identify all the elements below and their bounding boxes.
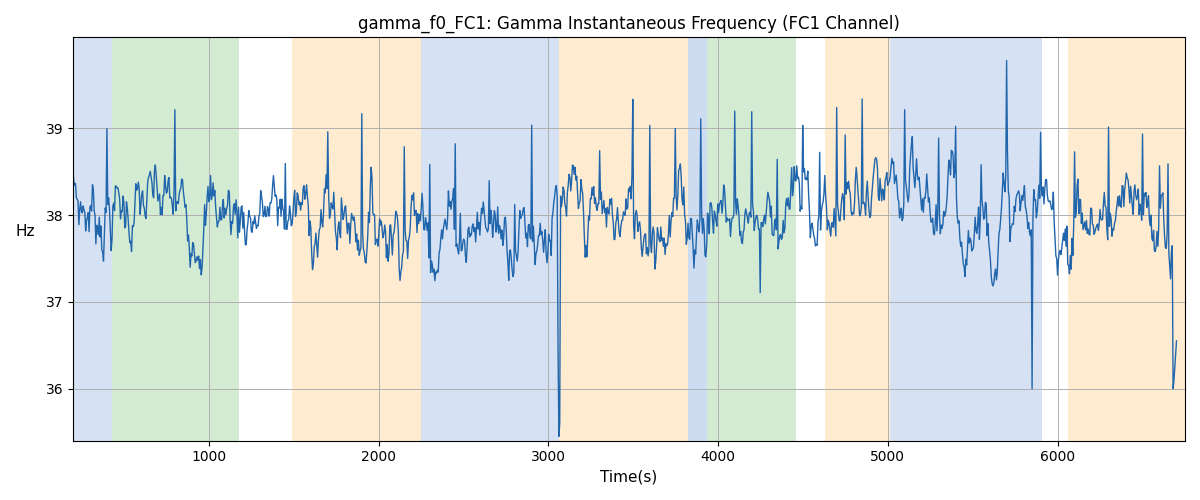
- Bar: [112, 38, 239, 440]
- X-axis label: Time(s): Time(s): [600, 470, 658, 485]
- Bar: [292, 38, 421, 440]
- Bar: [889, 38, 1043, 440]
- Bar: [707, 38, 797, 440]
- Y-axis label: Hz: Hz: [16, 224, 35, 239]
- Bar: [826, 38, 889, 440]
- Bar: [559, 38, 688, 440]
- Bar: [688, 38, 707, 440]
- Bar: [73, 38, 112, 440]
- Bar: [1068, 38, 1184, 440]
- Title: gamma_f0_FC1: Gamma Instantaneous Frequency (FC1 Channel): gamma_f0_FC1: Gamma Instantaneous Freque…: [358, 15, 900, 34]
- Bar: [421, 38, 559, 440]
